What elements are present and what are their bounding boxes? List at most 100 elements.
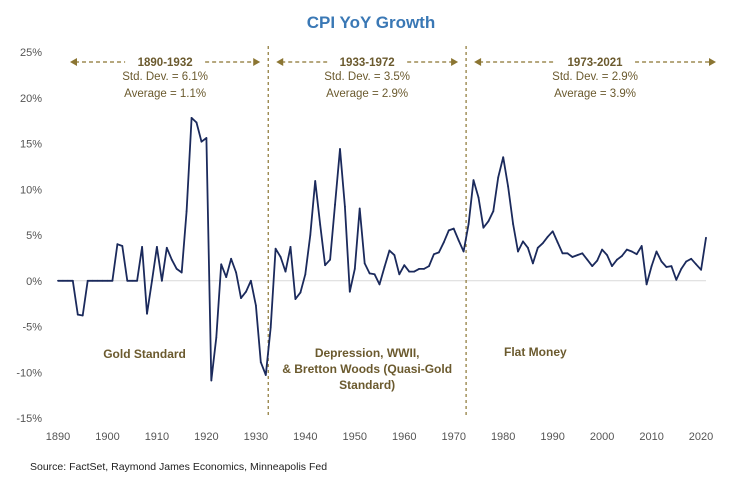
data-point xyxy=(571,256,574,258)
data-point xyxy=(452,227,455,230)
data-point xyxy=(546,235,549,238)
data-point xyxy=(442,241,445,244)
era-average: Average = 3.9% xyxy=(554,88,636,100)
cpi-series xyxy=(57,116,707,382)
data-point xyxy=(601,248,604,251)
x-tick-label: 1900 xyxy=(95,431,119,443)
x-tick-label: 1990 xyxy=(540,431,564,443)
y-tick-label: 10% xyxy=(20,184,42,196)
x-tick-label: 2010 xyxy=(639,431,663,443)
chart-title: CPI YoY Growth xyxy=(307,13,435,32)
data-point xyxy=(81,314,84,317)
data-point xyxy=(62,279,64,282)
data-point xyxy=(591,265,594,268)
data-point xyxy=(215,336,218,339)
data-point xyxy=(294,298,297,300)
data-point xyxy=(71,279,74,282)
data-point xyxy=(284,270,287,273)
data-point xyxy=(418,267,420,270)
data-point xyxy=(156,245,158,248)
data-point xyxy=(274,247,277,250)
data-point xyxy=(250,279,252,282)
data-point xyxy=(512,223,514,225)
data-point xyxy=(660,260,663,263)
x-tick-label: 2000 xyxy=(590,431,614,443)
data-point xyxy=(536,246,539,249)
data-point xyxy=(329,258,331,261)
x-tick-label: 1910 xyxy=(145,431,169,443)
data-point xyxy=(126,279,129,282)
data-point xyxy=(279,256,282,258)
data-point xyxy=(304,273,307,276)
data-point xyxy=(640,245,643,247)
era-std-dev: Std. Dev. = 6.1% xyxy=(122,71,208,83)
data-point xyxy=(556,241,559,244)
data-point xyxy=(353,267,356,270)
data-point xyxy=(685,260,688,263)
data-point xyxy=(586,258,589,261)
data-point xyxy=(393,254,396,257)
arrowhead-right xyxy=(253,58,261,66)
era-average: Average = 1.1% xyxy=(124,88,206,100)
data-point xyxy=(259,361,262,364)
data-point xyxy=(497,176,500,179)
data-point xyxy=(517,250,519,253)
data-point xyxy=(314,180,317,182)
data-point xyxy=(675,278,678,281)
era-dividers xyxy=(267,46,467,418)
data-point xyxy=(596,259,599,262)
regime-labels: Gold Standard Depression, WWII, & Bretton … xyxy=(103,345,567,392)
data-point xyxy=(531,262,534,265)
data-point xyxy=(264,374,267,376)
regime-label: & Bretton Woods (Quasi-Gold xyxy=(282,362,452,376)
data-point xyxy=(363,262,366,265)
data-point xyxy=(462,250,465,253)
data-point xyxy=(616,258,618,261)
x-tick-label: 1970 xyxy=(441,431,465,443)
x-tick-label: 1950 xyxy=(343,431,367,443)
data-point xyxy=(645,283,648,286)
data-point xyxy=(680,267,683,270)
arrowhead-left xyxy=(474,58,482,66)
data-point xyxy=(447,229,450,232)
x-tick-label: 1930 xyxy=(244,431,268,443)
arrowhead-left xyxy=(276,58,284,66)
data-point xyxy=(146,312,148,315)
data-point xyxy=(695,263,698,266)
data-point xyxy=(635,253,638,256)
data-point xyxy=(576,254,579,257)
data-point xyxy=(507,185,510,188)
data-point xyxy=(373,273,376,276)
regime-label: Depression, WWII, xyxy=(315,346,420,360)
regime-label: Standard) xyxy=(339,378,395,392)
data-point xyxy=(205,137,208,139)
data-point xyxy=(141,245,143,248)
data-point xyxy=(111,279,114,282)
data-point xyxy=(482,226,485,229)
data-point xyxy=(398,273,401,276)
data-point xyxy=(299,291,302,294)
data-point xyxy=(91,279,94,282)
data-point xyxy=(457,239,460,242)
arrowhead-right xyxy=(709,58,716,66)
data-point xyxy=(611,265,613,268)
data-point xyxy=(235,271,237,274)
data-point xyxy=(625,248,628,251)
data-point xyxy=(705,236,707,239)
data-point xyxy=(76,313,79,316)
era-range: 1933-1972 xyxy=(340,57,395,69)
data-point xyxy=(700,268,702,271)
data-point xyxy=(160,279,163,282)
x-tick-label: 1890 xyxy=(46,431,70,443)
era-range: 1890-1932 xyxy=(138,57,193,69)
data-point xyxy=(383,266,386,268)
x-axis-labels: 1890 1900 1910 1920 1930 1940 1950 1960 1970 1980… xyxy=(46,431,714,443)
data-point xyxy=(66,279,69,282)
era-average: Average = 2.9% xyxy=(326,88,408,100)
x-tick-label: 1980 xyxy=(491,431,515,443)
data-point xyxy=(502,156,505,159)
data-point xyxy=(650,265,653,268)
data-point xyxy=(378,283,381,286)
cpi-line xyxy=(58,117,707,382)
